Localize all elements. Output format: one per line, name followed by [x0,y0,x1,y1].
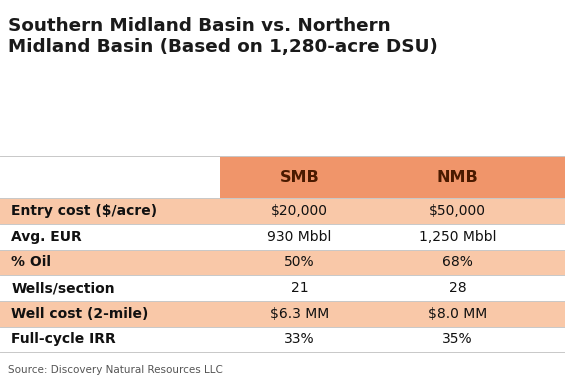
Text: 21: 21 [290,281,308,295]
Text: Source: Discovery Natural Resources LLC: Source: Discovery Natural Resources LLC [8,365,223,375]
Text: % Oil: % Oil [11,255,51,270]
Text: SMB: SMB [280,170,319,184]
Bar [220,156,565,198]
Text: Avg. EUR: Avg. EUR [11,230,82,244]
Text: Entry cost ($/acre): Entry cost ($/acre) [11,204,158,218]
Text: 33%: 33% [284,332,315,346]
Text: 930 Mbbl: 930 Mbbl [267,230,332,244]
Text: $6.3 MM: $6.3 MM [270,307,329,321]
Text: 35%: 35% [442,332,473,346]
Bar [0,249,565,275]
Bar [0,326,565,352]
Text: NMB: NMB [437,170,479,184]
Text: 50%: 50% [284,255,315,270]
Bar [0,224,565,249]
Text: $8.0 MM: $8.0 MM [428,307,487,321]
Text: $50,000: $50,000 [429,204,486,218]
Bar [0,301,565,326]
Bar [0,198,565,224]
Text: Well cost (2-mile): Well cost (2-mile) [11,307,149,321]
Text: Wells/section: Wells/section [11,281,115,295]
Text: 68%: 68% [442,255,473,270]
Text: Full-cycle IRR: Full-cycle IRR [11,332,116,346]
Text: 28: 28 [449,281,467,295]
Text: Southern Midland Basin vs. Northern
Midland Basin (Based on 1,280-acre DSU): Southern Midland Basin vs. Northern Midl… [8,17,438,57]
Text: 1,250 Mbbl: 1,250 Mbbl [419,230,497,244]
Text: $20,000: $20,000 [271,204,328,218]
Bar [0,275,565,301]
